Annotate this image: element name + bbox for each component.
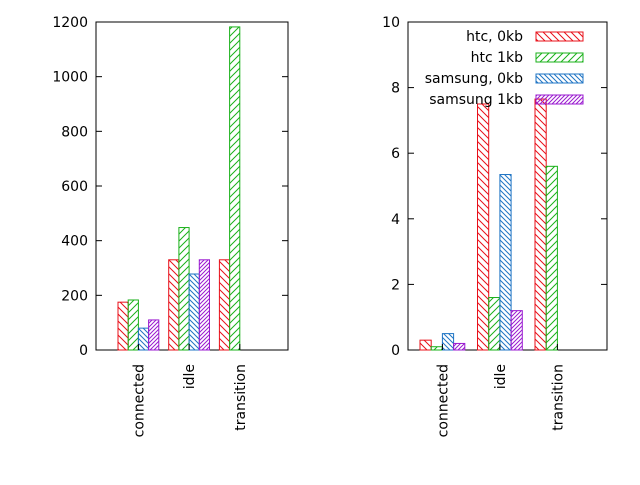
- y-tick-label: 800: [61, 124, 88, 140]
- y-tick-label: 400: [61, 234, 88, 250]
- y-tick-label: 200: [61, 288, 88, 304]
- legend-label: htc, 0kb: [466, 29, 523, 45]
- bar-htc-1kb-transition: [545, 165, 558, 351]
- bar-samsung-1kb-connected: [453, 342, 466, 351]
- x-tick-label: transition: [233, 364, 249, 431]
- y-tick-label: 0: [391, 343, 400, 359]
- bar-htc-0kb-transition: [218, 259, 231, 351]
- x-tick-label: connected: [435, 364, 451, 437]
- bar-htc-0kb-transition: [534, 98, 547, 351]
- legend-label: htc 1kb: [471, 50, 524, 66]
- legend-label: samsung 1kb: [429, 92, 523, 108]
- bar-samsung-1kb-idle: [510, 310, 523, 351]
- legend: htc, 0kb htc 1kb samsung, 0kb samsung 1kb: [425, 29, 584, 108]
- y-tick-label: 0: [79, 343, 88, 359]
- y-tick-label: 1200: [52, 15, 88, 31]
- y-tick-label: 600: [61, 179, 88, 195]
- bar-samsung-0kb-idle: [499, 174, 512, 351]
- legend-label: samsung, 0kb: [425, 71, 523, 87]
- bar-htc-0kb-connected: [419, 339, 432, 351]
- bar-samsung-0kb-connected: [137, 327, 150, 351]
- bar-htc-1kb-connected: [127, 299, 139, 351]
- bar-htc-1kb-idle: [488, 297, 501, 351]
- y-tick-label: 2: [391, 277, 400, 293]
- y-tick-label: 1000: [52, 70, 88, 86]
- bar-htc-1kb-transition: [229, 26, 241, 351]
- x-tick-label: transition: [550, 364, 566, 431]
- x-tick-label: idle: [493, 364, 509, 389]
- bar-samsung-1kb-connected: [148, 319, 160, 351]
- y-tick-label: 8: [391, 81, 400, 97]
- x-tick-label: connected: [131, 364, 147, 437]
- y-tick-label: 10: [382, 15, 400, 31]
- x-tick-label: idle: [182, 364, 198, 389]
- bar-samsung-1kb-idle: [198, 259, 211, 351]
- bar-htc-0kb-connected: [117, 301, 129, 351]
- legend-swatch: [535, 52, 584, 63]
- bar-htc-0kb-idle: [477, 103, 490, 351]
- chart-panel-1: 0 200 400 600 800 1000 1200 connected idle transi…: [52, 15, 289, 437]
- legend-swatch: [535, 94, 584, 105]
- bar-samsung-0kb-connected: [441, 333, 455, 351]
- bar-htc-1kb-idle: [178, 227, 190, 351]
- bar-samsung-0kb-idle: [188, 273, 200, 351]
- legend-swatch: [535, 31, 584, 42]
- legend-swatch: [535, 73, 584, 84]
- y-tick-label: 6: [391, 146, 400, 162]
- bar-htc-1kb-connected: [430, 346, 443, 351]
- y-tick-label: 4: [391, 212, 400, 228]
- bar-htc-0kb-idle: [168, 259, 180, 351]
